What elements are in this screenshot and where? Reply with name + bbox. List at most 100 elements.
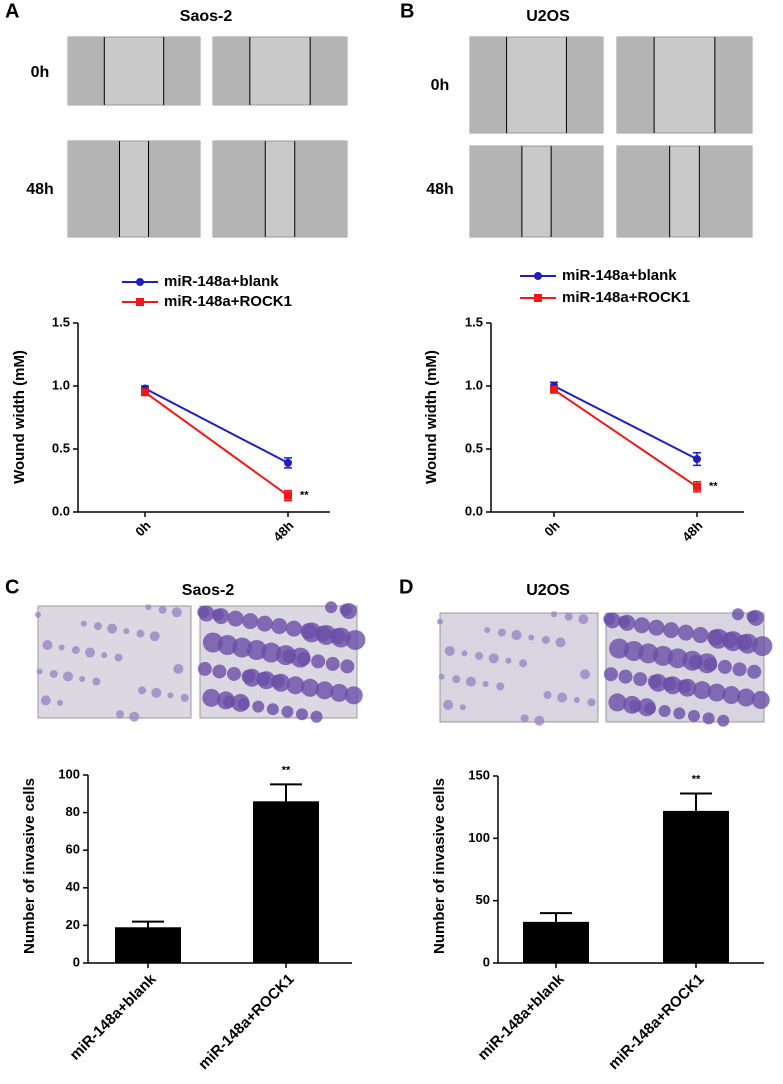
stained-cell [79, 675, 86, 682]
stained-cell [237, 698, 250, 711]
stained-cell [42, 640, 53, 651]
bar [523, 921, 589, 963]
y-tick-label: 0.0 [52, 503, 70, 518]
stained-cell [271, 618, 288, 635]
row-label: 48h [426, 181, 454, 198]
series-line [553, 388, 698, 488]
micrograph-cells [714, 37, 752, 133]
bar [253, 801, 319, 963]
stained-cell [609, 638, 630, 659]
stained-cell [202, 688, 221, 707]
stained-cell [497, 628, 506, 637]
stained-cell [71, 646, 80, 655]
micrograph-cells [470, 37, 507, 133]
stained-cell [114, 653, 123, 662]
legend-label: miR-148a+ROCK1 [164, 293, 292, 310]
panel-title: Saos-2 [180, 8, 233, 25]
stained-cell [519, 659, 528, 668]
stained-cell [149, 631, 160, 642]
stained-cell [677, 624, 694, 641]
stained-cell [212, 664, 227, 679]
stained-cell [310, 710, 323, 723]
marker [550, 385, 558, 394]
stained-cell [737, 688, 756, 707]
micrograph-cells [294, 141, 347, 237]
y-tick-label: 100 [468, 830, 490, 845]
stained-cell [555, 637, 566, 648]
y-tick-label: 1.5 [52, 314, 70, 329]
stained-cell [173, 663, 184, 674]
micrograph-cells [213, 141, 266, 237]
stained-cell [285, 620, 302, 637]
stained-cell [673, 707, 686, 720]
stained-cell [301, 678, 320, 697]
micrograph-cells [213, 37, 250, 105]
y-tick-label: 0 [483, 954, 490, 969]
stained-cell [281, 705, 294, 718]
y-tick-label: 0.5 [52, 440, 70, 455]
micrograph-cells [310, 37, 347, 105]
y-axis-label: Wound width (mM) [11, 350, 28, 484]
stained-cell [618, 669, 633, 684]
stained-cell [722, 686, 741, 705]
stained-cell [629, 700, 642, 713]
micrograph-cells [699, 146, 752, 237]
stained-cell [198, 605, 215, 622]
stained-cell [564, 612, 573, 621]
error-bar [270, 783, 302, 802]
stained-cell [511, 630, 522, 641]
x-tick-label: 48h [270, 518, 296, 544]
y-tick-label: 60 [66, 842, 80, 857]
stained-cell [747, 609, 764, 626]
row-label: 0h [31, 64, 50, 81]
stained-cell [573, 696, 580, 703]
legend-label: miR-148a+blank [562, 267, 677, 284]
stained-cell [197, 661, 212, 676]
stained-cell [482, 681, 489, 688]
marker [693, 455, 701, 464]
x-tick-label: miR-148a+ROCK1 [605, 971, 708, 1074]
stained-cell [158, 605, 167, 614]
annotation: ** [709, 481, 718, 493]
stained-cell [58, 644, 65, 651]
stained-cell [663, 622, 680, 639]
y-tick-label: 50 [476, 892, 490, 907]
legend-marker [136, 278, 144, 286]
stained-cell [459, 704, 466, 711]
stained-cell [702, 712, 715, 725]
row-label: 0h [431, 77, 450, 94]
micrograph-cells [470, 146, 522, 237]
stained-cell [658, 704, 671, 717]
stained-cell [465, 676, 476, 687]
stained-cell [578, 614, 589, 625]
legend-marker [534, 272, 542, 280]
stained-cell [340, 659, 355, 674]
x-tick-label: miR-148a+blank [67, 970, 161, 1064]
stained-cell [703, 657, 718, 672]
x-tick-label: 48h [679, 518, 705, 544]
stained-cell [311, 654, 326, 669]
stained-cell [604, 612, 621, 629]
bar [115, 927, 181, 963]
stained-cell [151, 687, 162, 698]
stained-cell [608, 693, 627, 712]
stained-cell [475, 651, 484, 660]
marker [141, 388, 149, 397]
stained-cell [340, 603, 357, 620]
stained-cell [257, 671, 276, 690]
panel-title: Saos-2 [182, 582, 235, 599]
stained-cell [528, 634, 535, 641]
stained-cell [551, 611, 558, 618]
y-tick-label: 40 [66, 879, 80, 894]
stained-cell [692, 627, 709, 644]
annotation: ** [300, 490, 309, 502]
stained-cell [226, 666, 241, 681]
micrograph-cells [617, 37, 655, 133]
stained-cell [452, 675, 461, 684]
stained-cell [296, 651, 311, 666]
stained-cell [732, 662, 747, 677]
series-line [144, 391, 289, 497]
legend-marker [534, 294, 542, 302]
stained-cell [80, 620, 87, 627]
